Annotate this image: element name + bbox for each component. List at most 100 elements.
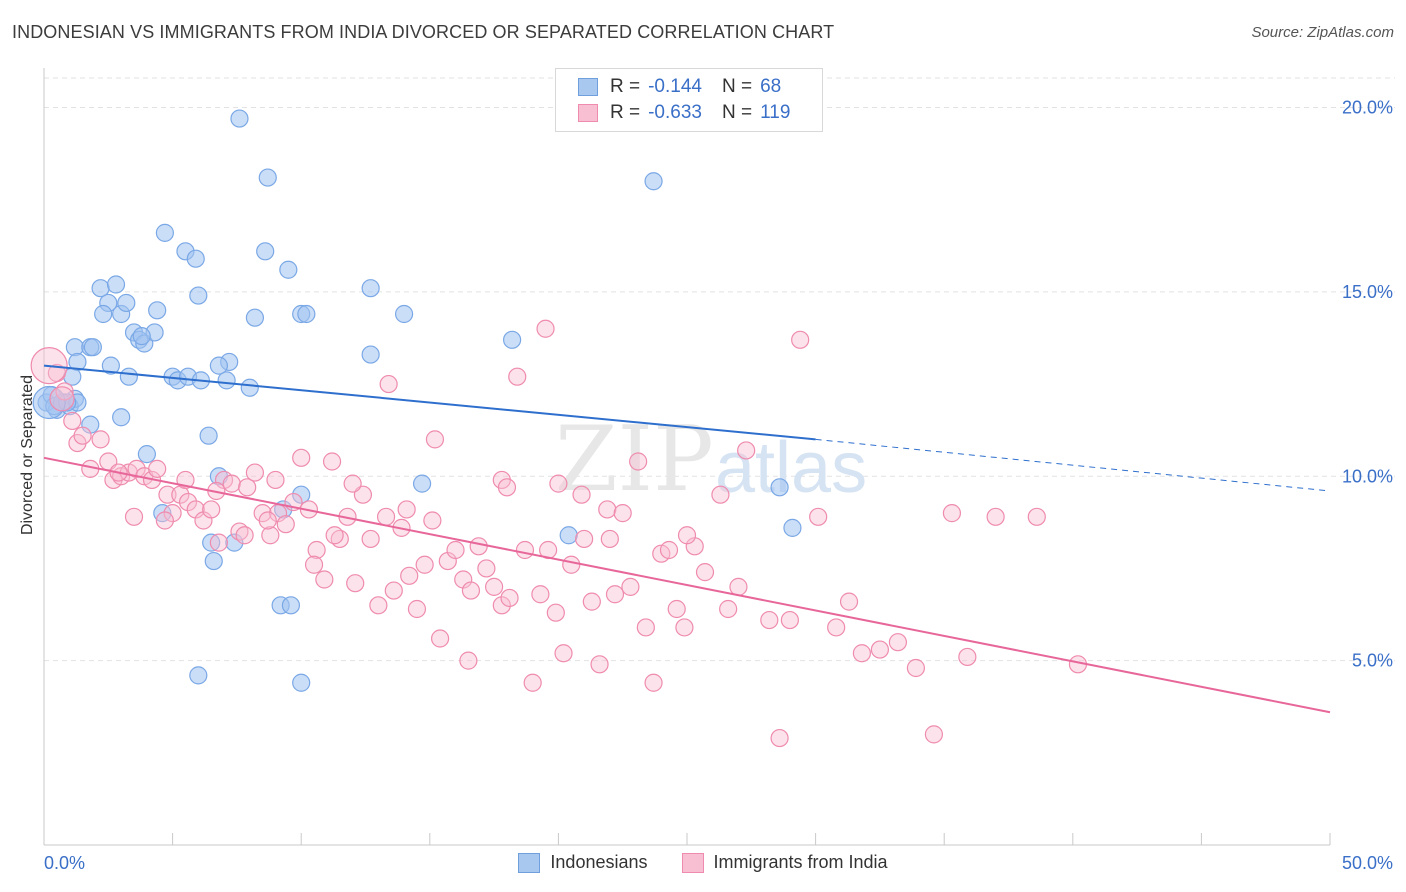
india-point — [546, 603, 565, 622]
india-point — [711, 485, 730, 504]
india-point — [621, 577, 640, 596]
legend-r-label: R = — [610, 102, 641, 123]
india-point — [636, 618, 655, 637]
india-point — [675, 618, 694, 637]
india-point — [91, 430, 110, 449]
india-point — [49, 386, 75, 412]
indonesians-point — [153, 504, 172, 523]
watermark: ZIP atlas — [555, 407, 867, 512]
india-point — [148, 459, 167, 478]
indonesians-point — [412, 474, 432, 493]
legend-label-indonesians: Indonesians — [550, 852, 648, 872]
axes — [43, 68, 1331, 846]
india-point — [369, 596, 388, 615]
indonesians-point — [240, 378, 259, 397]
india-point — [292, 448, 311, 467]
india-point — [155, 511, 174, 530]
legend-n-value: 119 — [760, 102, 791, 123]
india-point — [397, 500, 416, 519]
india-point — [667, 599, 686, 619]
india-point — [677, 526, 697, 545]
india-point — [276, 515, 295, 534]
india-point — [261, 526, 280, 545]
india-point — [322, 452, 342, 471]
india-point — [809, 507, 828, 526]
y-tick-label: 5.0% — [1352, 651, 1393, 671]
indonesians-point — [199, 426, 218, 445]
india-point — [343, 474, 362, 493]
india-point — [531, 585, 550, 604]
india-point — [178, 492, 198, 512]
india-point — [986, 507, 1005, 526]
india-point — [415, 555, 434, 574]
india-point — [575, 529, 594, 549]
indonesians-point — [559, 526, 578, 545]
indonesians-point — [394, 304, 414, 324]
india-point — [500, 588, 519, 608]
india-point — [346, 574, 365, 593]
india-point — [477, 559, 496, 578]
india-point — [729, 577, 748, 596]
india-point — [582, 592, 601, 611]
indonesians-point — [225, 533, 244, 552]
indonesians-point — [292, 485, 311, 504]
correlation-legend: R = -0.144 N = 68 R = -0.633 N = 119 — [555, 68, 823, 132]
india-point — [485, 577, 504, 596]
tick-labels: 5.0% 10.0% 15.0% 20.0% 0.0% 50.0% — [44, 98, 1393, 874]
series-indonesians-points — [32, 109, 802, 692]
india-point — [942, 504, 962, 523]
india-point — [266, 470, 285, 490]
india-point — [888, 633, 908, 652]
trend-lines — [43, 364, 1331, 714]
indonesians-point — [119, 367, 138, 386]
india-point — [659, 540, 679, 560]
trend-line-india — [43, 456, 1331, 714]
india-point — [598, 500, 617, 519]
india-point — [315, 570, 334, 589]
legend-swatch-india — [578, 104, 598, 122]
legend-swatch-indonesians — [518, 852, 541, 873]
india-point — [307, 540, 326, 560]
india-point — [562, 555, 581, 574]
trend-line-indonesians — [43, 364, 816, 441]
india-point — [770, 728, 789, 748]
legend-r-value: -0.633 — [648, 102, 702, 123]
india-point — [158, 485, 177, 504]
indonesians-point — [112, 408, 131, 427]
india-point — [827, 618, 846, 637]
legend-swatch-indonesians — [578, 78, 598, 96]
india-point — [924, 725, 944, 744]
indonesians-point — [101, 356, 120, 375]
indonesians-point — [83, 338, 102, 357]
series-india-points — [30, 319, 1088, 748]
india-point — [379, 374, 398, 394]
legend-row-indonesians: R = -0.144 N = 68 — [578, 75, 801, 99]
india-point — [508, 367, 527, 386]
india-point — [407, 599, 427, 619]
india-point — [549, 474, 568, 493]
india-point — [719, 599, 738, 619]
india-point — [906, 658, 926, 678]
indonesians-point — [230, 109, 249, 128]
india-point — [958, 647, 977, 667]
indonesians-point — [132, 327, 151, 346]
legend-row-india: R = -0.633 N = 119 — [578, 101, 810, 125]
india-point — [325, 526, 344, 545]
indonesians-point — [503, 330, 522, 349]
india-point — [353, 485, 373, 504]
india-point — [600, 529, 619, 549]
indonesians-point — [137, 445, 156, 464]
indonesians-point — [106, 275, 126, 294]
indonesians-point — [256, 242, 275, 261]
indonesians-point — [189, 286, 208, 305]
indonesians-point — [202, 533, 221, 552]
indonesians-point — [148, 301, 167, 320]
legend-n-value: 68 — [760, 76, 782, 97]
india-point — [202, 500, 221, 519]
legend-n-label: N = — [721, 76, 753, 97]
indonesians-point — [245, 308, 265, 327]
trend-line-indonesians-extension — [815, 438, 1331, 492]
india-point — [258, 511, 277, 530]
x-tick-label-max: 50.0% — [1342, 853, 1393, 873]
indonesians-point — [94, 304, 113, 324]
